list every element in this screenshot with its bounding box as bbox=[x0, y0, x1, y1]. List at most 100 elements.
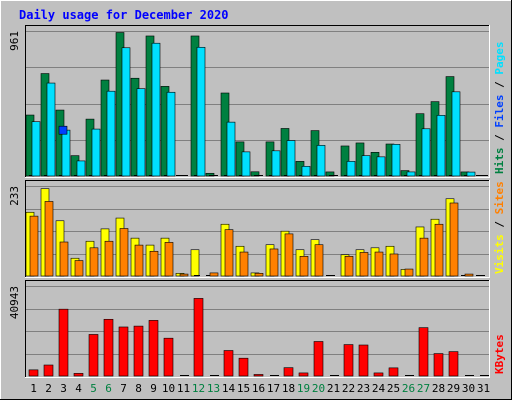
bar-pages bbox=[436, 115, 446, 177]
bar-pages bbox=[241, 151, 251, 177]
bar-pages bbox=[286, 140, 296, 177]
x-tick-label: 13 bbox=[207, 382, 220, 395]
y-max-label: 961 bbox=[8, 31, 21, 51]
x-tick-label: 16 bbox=[252, 382, 265, 395]
x-tick-label: 29 bbox=[447, 382, 460, 395]
panel-visits: 233 Visits / Sites bbox=[8, 180, 506, 278]
bar-sites bbox=[104, 240, 114, 277]
bar-sites bbox=[74, 260, 84, 277]
x-tick-label: 12 bbox=[192, 382, 205, 395]
bar-sites bbox=[359, 252, 369, 277]
y-max-label: 233 bbox=[8, 186, 21, 206]
bar-sites bbox=[224, 229, 234, 277]
x-tick-label: 3 bbox=[60, 382, 67, 395]
bar-sites bbox=[134, 244, 144, 277]
bar-kbytes bbox=[433, 353, 444, 377]
bar-pages bbox=[76, 160, 86, 177]
x-tick-label: 7 bbox=[120, 382, 127, 395]
bar-sites bbox=[239, 251, 249, 277]
x-tick-label: 6 bbox=[105, 382, 112, 395]
x-tick-label: 11 bbox=[177, 382, 190, 395]
bar-sites bbox=[434, 223, 444, 277]
legend-text: Hits / Files / Pages bbox=[493, 42, 506, 175]
x-tick-label: 19 bbox=[297, 382, 310, 395]
legend-separator: / bbox=[493, 75, 506, 95]
bar-pages bbox=[346, 161, 356, 177]
bar-pages bbox=[136, 88, 146, 177]
bar-sites bbox=[149, 250, 159, 277]
panel-traffic: 961 Hits / Files / Pages bbox=[8, 25, 506, 178]
bar-sites bbox=[209, 272, 219, 277]
bar-visits bbox=[461, 275, 467, 276]
bar-kbytes bbox=[88, 334, 99, 377]
x-tick-label: 18 bbox=[282, 382, 295, 395]
bar-pages bbox=[421, 128, 431, 177]
bar-sites bbox=[344, 256, 354, 277]
bar-kbytes bbox=[43, 364, 54, 377]
x-axis-labels: 1 2 3 4 5 6 7 8 9 10 11 12 13 14 15 16 17 18 19 20 21 22 23 24 2… bbox=[30, 382, 490, 395]
bar-sites bbox=[119, 228, 129, 277]
bar-kbytes bbox=[405, 375, 414, 376]
bar-sites bbox=[29, 215, 39, 277]
bar-pages bbox=[332, 175, 338, 176]
bar-kbytes bbox=[210, 375, 219, 376]
bar-kbytes bbox=[238, 357, 249, 377]
legend-separator: / bbox=[493, 214, 506, 234]
x-tick-label: 8 bbox=[135, 382, 142, 395]
bar-sites bbox=[179, 273, 189, 277]
bar-kbytes bbox=[343, 344, 354, 377]
x-tick-label: 27 bbox=[417, 382, 430, 395]
bar-pages bbox=[121, 47, 131, 177]
bar-pages bbox=[196, 46, 206, 177]
legend-kbytes: KBytes bbox=[493, 334, 506, 374]
bar-kbytes bbox=[148, 320, 159, 377]
bar-kbytes bbox=[133, 325, 144, 377]
bar-pages bbox=[451, 91, 461, 177]
bar-sites bbox=[89, 247, 99, 277]
bar-kbytes bbox=[73, 373, 84, 377]
bar-kbytes bbox=[358, 344, 369, 377]
x-tick-label: 23 bbox=[357, 382, 370, 395]
bar-kbytes bbox=[283, 367, 294, 377]
panel-kbytes-area bbox=[25, 280, 490, 378]
x-tick-label: 28 bbox=[432, 382, 445, 395]
bar-kbytes bbox=[373, 372, 384, 377]
bar-sites bbox=[449, 202, 459, 277]
bar-sites bbox=[314, 244, 324, 277]
bar-kbytes bbox=[103, 318, 114, 377]
bar-files-mark bbox=[58, 125, 68, 135]
bar-pages bbox=[151, 42, 161, 177]
bar-kbytes bbox=[58, 308, 69, 377]
bar-sites bbox=[254, 272, 264, 277]
chart-panels: 961 Hits / Files / Pages 233 Visits / Sites… bbox=[8, 25, 506, 378]
x-tick-label: 1 bbox=[30, 382, 37, 395]
x-tick-label: 20 bbox=[312, 382, 325, 395]
x-tick-label: 5 bbox=[90, 382, 97, 395]
bar-sites bbox=[284, 233, 294, 277]
x-tick-label: 9 bbox=[150, 382, 157, 395]
bar-visits bbox=[206, 275, 212, 276]
x-tick-label: 17 bbox=[267, 382, 280, 395]
legend-visits: Visits / Sites bbox=[493, 181, 506, 274]
bar-sites bbox=[299, 256, 309, 277]
bar-pages bbox=[106, 90, 116, 177]
x-tick-label: 25 bbox=[387, 382, 400, 395]
x-tick-label: 31 bbox=[477, 382, 490, 395]
bar-pages bbox=[182, 175, 188, 176]
bar-pages bbox=[91, 128, 101, 177]
bar-kbytes bbox=[448, 351, 459, 377]
bar-kbytes bbox=[298, 372, 309, 377]
bar-pages bbox=[226, 121, 236, 177]
bar-kbytes bbox=[388, 367, 399, 377]
bar-pages bbox=[391, 144, 401, 177]
x-tick-label: 30 bbox=[462, 382, 475, 395]
bar-kbytes bbox=[223, 350, 234, 377]
bar-pages bbox=[361, 155, 371, 177]
bar-kbytes bbox=[28, 369, 39, 377]
legend-item-pages: Pages bbox=[493, 42, 506, 75]
bar-kbytes bbox=[313, 341, 324, 377]
x-tick-label: 2 bbox=[45, 382, 52, 395]
bar-pages bbox=[31, 121, 41, 177]
legend-item-hits: Hits bbox=[493, 148, 506, 175]
